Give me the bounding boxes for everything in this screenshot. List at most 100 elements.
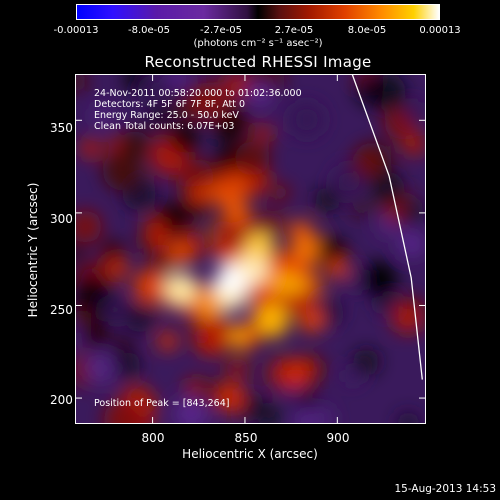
heatmap-peak-cell: [188, 184, 209, 205]
heatmap-cell: [332, 164, 366, 199]
x-tick-label: 800: [141, 431, 165, 445]
heatmap-cell: [353, 348, 380, 375]
heatmap-cell: [370, 171, 405, 206]
heatmap-peak-cell: [269, 271, 294, 296]
heatmap-cell: [355, 76, 384, 105]
heatmap-cell: [404, 101, 425, 122]
y-tick-label: 250: [50, 303, 73, 317]
axis-ticks: [75, 74, 426, 424]
heatmap-cell: [225, 357, 250, 381]
heatmap-cell: [113, 351, 141, 380]
heatmap-cell: [396, 411, 421, 424]
y-tick-label: 350: [50, 121, 73, 135]
heatmap-peak-cell: [245, 232, 274, 261]
heatmap-cell: [353, 147, 384, 178]
heatmap-cell: [80, 319, 110, 349]
heatmap-peak-cell: [289, 220, 312, 243]
heatmap-cell: [352, 200, 370, 218]
y-tick-label: 200: [50, 393, 73, 407]
heatmap-cell: [101, 239, 124, 261]
footer-timestamp: 15-Aug-2013 14:53: [394, 483, 496, 495]
heatmap-cell: [103, 401, 141, 424]
heatmap-cell: [80, 139, 100, 158]
heatmap-cell: [227, 324, 250, 348]
x-tick-label: 900: [326, 431, 350, 445]
heatmap-cell: [403, 133, 425, 156]
heatmap-svg: [75, 74, 426, 424]
heatmap-cell: [125, 302, 156, 333]
heatmap-cell: [255, 303, 290, 338]
heatmap-cell: [191, 326, 212, 347]
x-axis-label: Heliocentric X (arcsec): [182, 447, 318, 461]
heatmap-cell: [362, 261, 397, 297]
heatmap-peak-cell: [195, 292, 221, 319]
heatmap-cell: [75, 306, 91, 325]
annotation-time-range: 24-Nov-2011 00:58:20.000 to 01:02:36.000: [94, 88, 302, 99]
heatmap-cell: [310, 407, 335, 424]
colorbar-tick-label: -8.0e-05: [128, 25, 170, 36]
colorbar-tick-label: -0.00013: [53, 25, 99, 36]
colorbar-tick-label: -2.7e-05: [200, 25, 242, 36]
x-tick-label: 850: [234, 431, 258, 445]
heatmap-cell: [113, 336, 132, 355]
heatmap-cell: [170, 74, 187, 83]
heatmap-cell: [119, 130, 150, 161]
heatmap-cell: [184, 377, 205, 398]
heatmap-cell: [158, 331, 178, 351]
heatmap-cell: [223, 112, 242, 131]
solar-limb-line: [351, 74, 423, 380]
heatmap-cell: [148, 103, 170, 126]
heatmap-cell: [142, 75, 177, 109]
heatmap-cell: [235, 141, 270, 176]
heatmap-cell: [136, 231, 154, 248]
heatmap-cell: [216, 169, 235, 188]
heatmap-cell: [84, 352, 115, 383]
heatmap-cell: [214, 382, 245, 413]
heatmap-cell: [174, 397, 208, 424]
heatmap-cell: [400, 198, 425, 223]
heatmap-plot-area: 24-Nov-2011 00:58:20.000 to 01:02:36.000…: [75, 74, 426, 424]
heatmap-cell: [248, 81, 273, 107]
heatmap-peak-cell: [327, 258, 348, 279]
heatmap-cell: [170, 123, 199, 153]
heatmap-cell: [133, 269, 168, 304]
heatmap-cell: [75, 210, 102, 243]
heatmap-cell: [164, 272, 198, 306]
heatmap-cell: [299, 308, 324, 333]
heatmap-cell: [399, 231, 425, 257]
heatmap-cell: [178, 159, 214, 196]
colorbar: [76, 4, 440, 20]
colorbar-tick-label: 8.0e-05: [347, 25, 387, 36]
heatmap-peak-cell: [225, 200, 250, 225]
annotation-total-counts: Clean Total counts: 6.07E+03: [94, 121, 235, 132]
heatmap-blobs: [75, 74, 425, 424]
heatmap-cell: [145, 216, 164, 236]
colorbar-unit: (photons cm⁻² s⁻¹ asec⁻²): [193, 38, 323, 49]
heatmap-cell: [222, 74, 249, 99]
heatmap-cell: [75, 74, 88, 93]
heatmap-cell: [346, 269, 368, 291]
heatmap-cell: [102, 256, 120, 275]
heatmap-cell: [75, 245, 83, 262]
heatmap-cell: [257, 403, 282, 424]
heatmap-cell: [314, 188, 339, 213]
heatmap-cell: [294, 411, 315, 424]
heatmap-cell: [271, 183, 290, 202]
heatmap-cell: [253, 123, 274, 143]
heatmap-cell: [102, 151, 142, 191]
annotation-peak-position: Position of Peak = [843,264]: [94, 398, 230, 409]
heatmap-cell: [282, 358, 312, 388]
heatmap-peak-cell: [216, 263, 248, 296]
annotation-energy-range: Energy Range: 25.0 - 50.0 keV: [94, 110, 239, 121]
heatmap-cell: [288, 101, 325, 138]
annotation-detectors: Detectors: 4F 5F 6F 7F 8F, Att 0: [94, 99, 246, 110]
heatmap-cell: [93, 106, 111, 125]
heatmap-cell: [124, 74, 146, 90]
heatmap-cell: [101, 296, 128, 323]
colorbar-tick-label: 2.7e-05: [274, 25, 314, 36]
chart-title: Reconstructed RHESSI Image: [144, 53, 372, 71]
heatmap-cell: [257, 212, 283, 239]
colorbar-tick-label: 0.00013: [419, 25, 461, 36]
heatmap-cell: [344, 368, 361, 385]
heatmap-cell: [392, 301, 425, 334]
